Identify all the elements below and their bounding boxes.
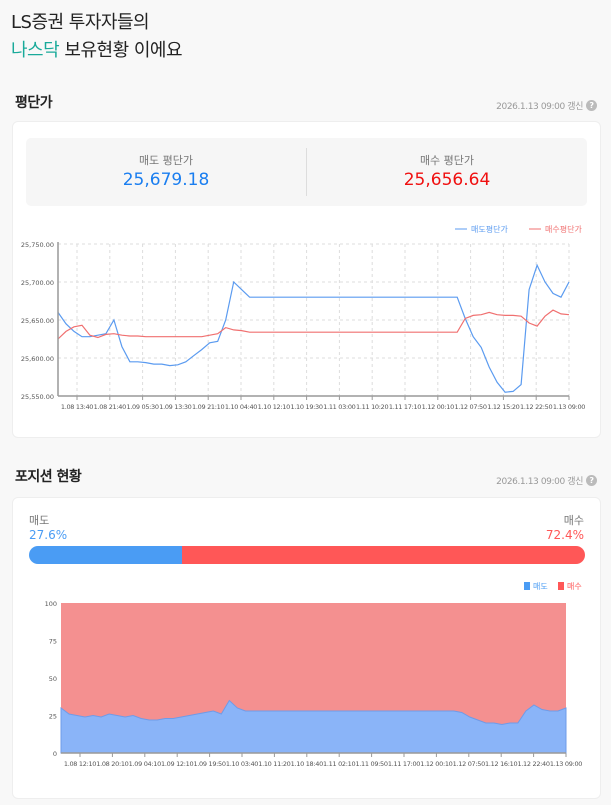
avg-price-card: 매도 평단가 25,679.18 매수 평단가 25,656.64 25,550.0… xyxy=(12,121,601,438)
legend-label: 매수평단가 xyxy=(545,224,582,234)
position-card: 매도 매수 27.6% 72.4% 0 25 50 75 100 1.08 12:10 1.… xyxy=(12,497,601,799)
legend-label: 매수 xyxy=(567,582,582,591)
x-tick-label: 1.11 17:10 xyxy=(389,403,421,411)
page-title: LS증권 투자자들의 나스닥 보유현황 이에요 xyxy=(11,12,183,61)
legend-label: 매도평단가 xyxy=(471,224,508,234)
buy-ratio-fill xyxy=(182,546,585,564)
x-tick-label: 1.12 15:20 xyxy=(487,403,519,411)
sell-area xyxy=(60,699,567,754)
x-tick-label: 1.13 09:00 xyxy=(550,760,582,768)
avg-section-title: 평단가 xyxy=(15,95,53,111)
x-tick-label: 1.11 17:00 xyxy=(388,760,420,768)
question-circle-icon[interactable]: ? xyxy=(586,475,597,486)
y-tick-label: 25,600.00 xyxy=(21,355,54,363)
x-tick-label: 1.12 07:50 xyxy=(453,760,485,768)
legend-label: 매도 xyxy=(533,582,548,591)
position-chart: 0 25 50 75 100 1.08 12:10 1.08 20:10 1.09 04:10… xyxy=(45,582,583,768)
x-tick-label: 1.10 12:10 xyxy=(258,403,290,411)
x-tick-label: 1.09 21:10 xyxy=(192,403,224,411)
y-tick-label: 100 xyxy=(45,600,57,608)
buy-percent: 72.4% xyxy=(545,528,584,542)
divider xyxy=(306,148,307,196)
y-tick-label: 50 xyxy=(49,675,57,683)
position-updated: 2026.1.13 09:00 갱신? xyxy=(496,474,597,487)
x-tick-label: 1.08 20:10 xyxy=(96,760,128,768)
x-tick-label: 1.12 22:50 xyxy=(520,403,552,411)
x-tick-label: 1.09 04:10 xyxy=(129,760,161,768)
x-tick-label: 1.13 09:00 xyxy=(553,403,585,411)
series-line-sell xyxy=(57,263,570,393)
x-tick-label: 1.10 04:40 xyxy=(225,403,257,411)
avg-price-chart: 25,550.00 25,600.00 25,650.00 25,700.00 25,7… xyxy=(21,224,586,411)
x-tick-label: 1.12 22:40 xyxy=(517,760,549,768)
legend-swatch xyxy=(524,582,530,590)
x-tick-label: 1.11 02:10 xyxy=(323,760,355,768)
sell-percent: 27.6% xyxy=(29,528,68,542)
market-name: 나스닥 xyxy=(11,40,60,61)
position-ratio-bar xyxy=(29,546,585,564)
x-tick-label: 1.12 07:50 xyxy=(454,403,486,411)
x-tick-label: 1.10 03:40 xyxy=(226,760,258,768)
y-tick-label: 25,550.00 xyxy=(21,393,54,401)
x-tick-label: 1.12 00:10 xyxy=(422,403,454,411)
y-tick-label: 25 xyxy=(49,713,57,721)
avg-updated: 2026.1.13 09:00 갱신? xyxy=(496,99,597,112)
x-tick-label: 1.10 19:30 xyxy=(290,403,322,411)
x-tick-label: 1.11 03:00 xyxy=(323,403,355,411)
position-section-title: 포지션 현황 xyxy=(15,469,82,485)
x-tick-label: 1.09 19:50 xyxy=(193,760,225,768)
x-tick-label: 1.08 13:40 xyxy=(61,403,93,411)
x-tick-label: 1.12 16:10 xyxy=(485,760,517,768)
x-tick-label: 1.09 13:30 xyxy=(159,403,191,411)
x-tick-label: 1.11 09:50 xyxy=(355,760,387,768)
x-tick-label: 1.10 11:20 xyxy=(258,760,290,768)
y-tick-label: 75 xyxy=(49,638,57,646)
legend-swatch xyxy=(558,582,564,590)
y-tick-label: 25,650.00 xyxy=(21,317,54,325)
question-circle-icon[interactable]: ? xyxy=(586,100,597,111)
sell-avg-value: 25,679.18 xyxy=(122,170,210,190)
x-tick-label: 1.12 00:10 xyxy=(420,760,452,768)
x-tick-label: 1.09 12:10 xyxy=(161,760,193,768)
x-tick-label: 1.08 21:40 xyxy=(94,403,126,411)
y-tick-label: 25,700.00 xyxy=(21,279,54,287)
x-tick-label: 1.08 12:10 xyxy=(64,760,96,768)
x-tick-label: 1.10 18:40 xyxy=(291,760,323,768)
buy-avg-value: 25,656.64 xyxy=(403,170,491,190)
x-tick-label: 1.11 10:20 xyxy=(356,403,388,411)
y-tick-label: 0 xyxy=(53,750,57,758)
sell-ratio-fill xyxy=(29,546,183,564)
y-tick-label: 25,750.00 xyxy=(21,241,54,249)
avg-price-summary: 매도 평단가 25,679.18 매수 평단가 25,656.64 xyxy=(26,138,587,206)
series-line-buy xyxy=(57,309,570,340)
x-tick-label: 1.09 05:30 xyxy=(126,403,158,411)
